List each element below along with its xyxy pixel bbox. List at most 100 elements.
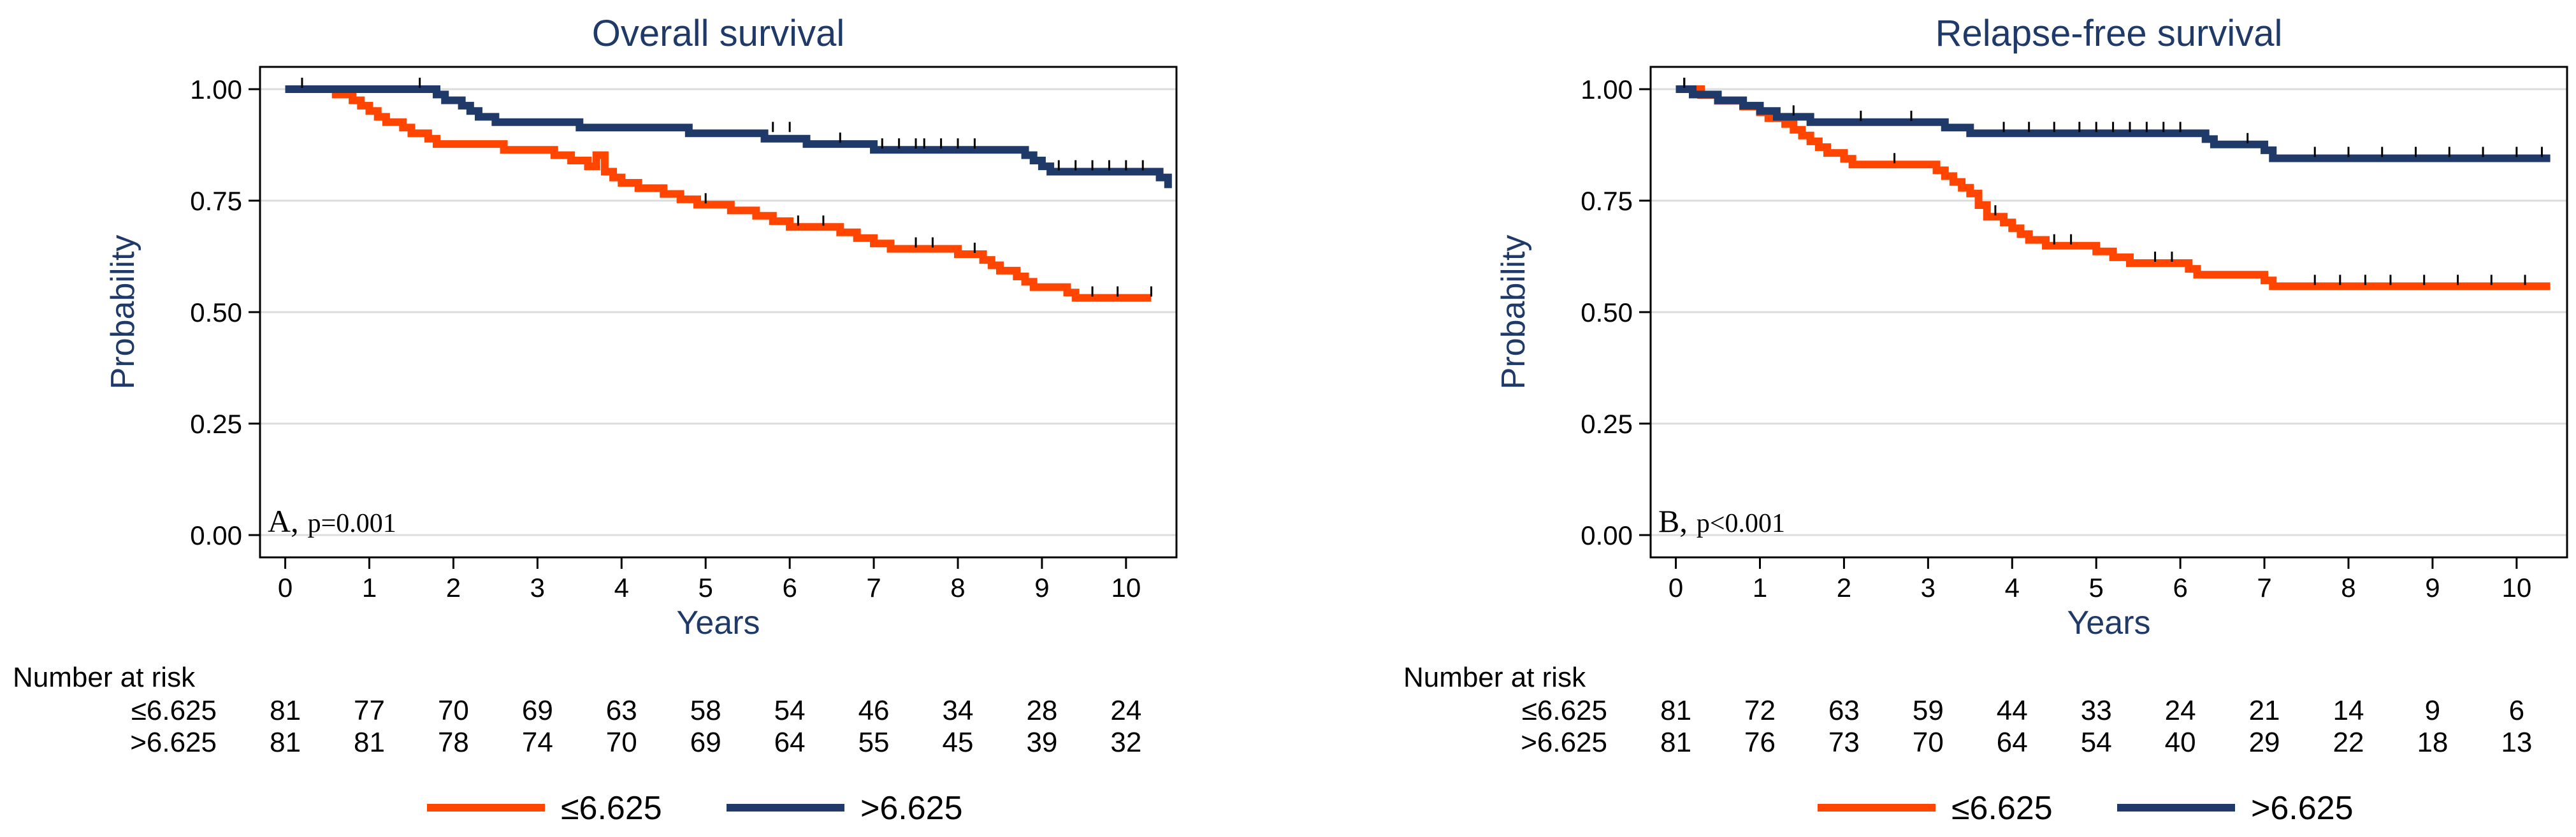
legend-label: >6.625 [860,790,963,827]
risk-count: 63 [606,695,637,726]
x-tick-label: 7 [2257,573,2271,603]
x-tick-label: 4 [614,573,629,603]
risk-count: 32 [1110,727,1141,758]
y-tick-label: 0.50 [190,297,242,327]
risk-count: 13 [2501,727,2532,758]
x-tick-label: 10 [2501,573,2531,603]
x-tick-label: 0 [1668,573,1683,603]
p-value: p<0.001 [1697,509,1785,538]
risk-count: 14 [2333,695,2364,726]
risk-count: 59 [1913,695,1944,726]
x-tick-label: 3 [1921,573,1936,603]
risk-count: 74 [522,727,553,758]
km-curve-high [285,85,1172,189]
chart-title: Overall survival [592,13,844,54]
km-curve-high [1675,85,2551,162]
x-tick-label: 2 [1837,573,1851,603]
y-tick-label: 0.25 [1581,409,1633,439]
panel-annotation: A, p=0.001 [268,503,396,539]
x-tick-label: 0 [278,573,293,603]
risk-count: 81 [1660,727,1691,758]
risk-count: 78 [438,727,469,758]
y-tick-label: 0.75 [190,186,242,216]
risk-count: 81 [1660,695,1691,726]
x-tick-label: 8 [950,573,965,603]
legend: ≤6.625 >6.625 [1818,790,2354,827]
risk-count: 54 [2081,727,2112,758]
risk-count: 34 [943,695,974,726]
risk-count: 6 [2509,695,2524,726]
risk-count: 40 [2165,727,2196,758]
risk-count: 73 [1828,727,1860,758]
y-tick-label: 0.25 [190,409,242,439]
risk-row-label: >6.625 [1521,727,1607,758]
risk-count: 33 [2081,695,2112,726]
p-value: p=0.001 [308,509,396,538]
legend-label: ≤6.625 [1951,790,2053,827]
y-tick-label: 0.75 [1581,186,1633,216]
x-tick-label: 5 [2089,573,2104,603]
legend-label: ≤6.625 [561,790,662,827]
y-tick-label: 1.00 [190,75,242,104]
x-tick-label: 7 [866,573,881,603]
risk-count: 81 [270,727,301,758]
risk-count: 76 [1744,727,1776,758]
risk-count: 24 [1110,695,1141,726]
x-tick-label: 9 [1034,573,1049,603]
panel-annotation: B, p<0.001 [1658,503,1785,539]
y-axis-title: Probability [105,235,141,390]
x-tick-label: 1 [362,573,377,603]
risk-count: 81 [354,727,385,758]
y-tick-label: 1.00 [1581,75,1633,104]
risk-count: 9 [2425,695,2440,726]
legend-label: >6.625 [2251,790,2354,827]
risk-count: 39 [1026,727,1057,758]
risk-count: 46 [858,695,890,726]
risk-count: 70 [606,727,637,758]
x-tick-label: 4 [2005,573,2020,603]
x-tick-label: 6 [2173,573,2187,603]
risk-count: 58 [690,695,721,726]
km-curve-low [285,85,1152,302]
risk-count: 77 [354,695,385,726]
risk-count: 64 [774,727,806,758]
risk-count: 64 [1997,727,2028,758]
y-tick-label: 0.50 [1581,297,1633,327]
chart-title: Relapse-free survival [1936,13,2283,54]
legend: ≤6.625 >6.625 [427,790,963,827]
risk-count: 21 [2249,695,2280,726]
risk-count: 69 [522,695,553,726]
risk-table-header: Number at risk [13,662,196,693]
risk-count: 54 [774,695,806,726]
risk-count: 24 [2165,695,2196,726]
risk-count: 44 [1997,695,2028,726]
risk-count: 55 [858,727,890,758]
panel-letter: B, [1658,503,1688,539]
risk-table-header: Number at risk [1403,662,1586,693]
x-tick-label: 9 [2425,573,2440,603]
x-tick-label: 2 [446,573,461,603]
x-tick-label: 8 [2341,573,2355,603]
risk-row-label: >6.625 [130,727,217,758]
x-tick-label: 1 [1753,573,1767,603]
risk-count: 69 [690,727,721,758]
y-tick-label: 0.00 [190,520,242,550]
chart-panel-2: Relapse-free survival 0.00 0.25 0.50 0.75 1.0… [1403,13,2568,827]
x-tick-label: 3 [530,573,545,603]
panel-letter: A, [268,503,299,539]
risk-count: 70 [1913,727,1944,758]
risk-count: 28 [1026,695,1057,726]
x-axis-title: Years [676,604,760,641]
x-tick-label: 5 [698,573,713,603]
risk-count: 29 [2249,727,2280,758]
x-tick-label: 6 [782,573,797,603]
risk-count: 72 [1744,695,1776,726]
y-axis-title: Probability [1495,235,1532,390]
risk-count: 70 [438,695,469,726]
y-tick-label: 0.00 [1581,520,1633,550]
risk-count: 18 [2417,727,2448,758]
risk-count: 81 [270,695,301,726]
risk-count: 63 [1828,695,1860,726]
risk-count: 45 [943,727,974,758]
